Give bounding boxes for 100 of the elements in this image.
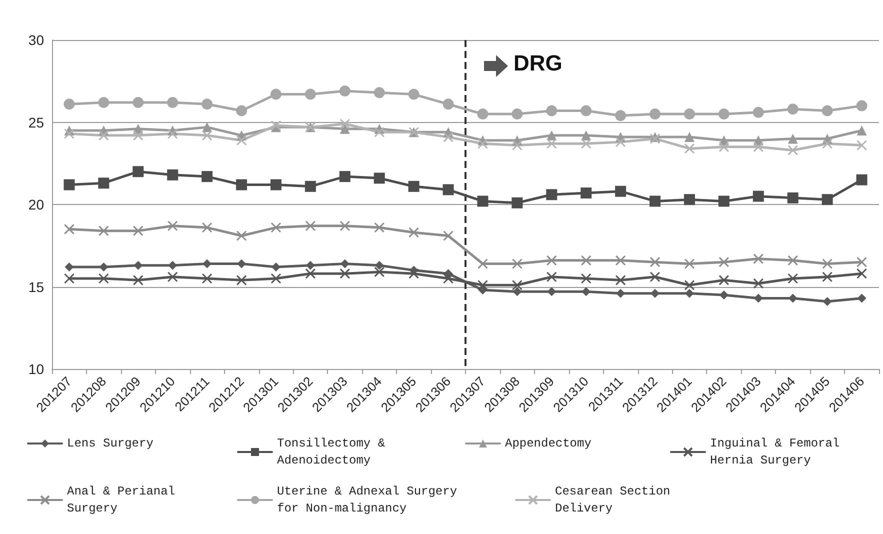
point bbox=[202, 130, 212, 141]
point bbox=[202, 222, 212, 233]
point bbox=[856, 125, 867, 136]
point bbox=[753, 142, 764, 152]
point bbox=[132, 226, 144, 236]
point bbox=[822, 138, 833, 149]
point bbox=[374, 266, 385, 278]
point bbox=[546, 255, 557, 266]
point bbox=[202, 171, 213, 182]
legend-label: Inguinal & Femoral Hernia Surgery bbox=[710, 436, 847, 468]
point bbox=[546, 189, 558, 200]
point bbox=[512, 197, 523, 208]
point bbox=[374, 222, 385, 233]
point bbox=[270, 88, 282, 100]
point bbox=[408, 88, 420, 100]
point bbox=[132, 166, 144, 178]
y-tick-label: 25 bbox=[28, 114, 44, 130]
point bbox=[340, 118, 350, 130]
point bbox=[684, 132, 694, 142]
point bbox=[754, 294, 763, 303]
point bbox=[856, 174, 868, 186]
point bbox=[788, 255, 798, 266]
point bbox=[615, 136, 626, 148]
point bbox=[787, 104, 798, 115]
point bbox=[788, 134, 798, 144]
point bbox=[98, 226, 109, 236]
point bbox=[305, 268, 316, 279]
point bbox=[684, 258, 695, 269]
point bbox=[374, 87, 385, 98]
point bbox=[236, 135, 247, 146]
point bbox=[202, 98, 213, 110]
point bbox=[270, 273, 282, 284]
point bbox=[718, 256, 730, 268]
legend-label: Tonsillectomy & Adenoidectomy bbox=[277, 436, 392, 468]
point bbox=[822, 194, 833, 206]
point bbox=[408, 180, 420, 192]
point bbox=[167, 220, 178, 232]
point bbox=[64, 262, 74, 272]
point bbox=[236, 274, 247, 286]
point bbox=[339, 86, 350, 96]
point bbox=[857, 294, 866, 303]
point bbox=[98, 273, 109, 284]
point bbox=[718, 274, 730, 286]
point bbox=[270, 179, 282, 190]
point bbox=[753, 278, 764, 289]
point bbox=[788, 144, 798, 156]
point bbox=[236, 105, 248, 116]
point bbox=[580, 255, 592, 266]
point bbox=[340, 220, 350, 232]
point bbox=[856, 100, 868, 112]
point bbox=[339, 171, 350, 182]
point bbox=[580, 187, 592, 198]
point bbox=[167, 128, 178, 140]
point bbox=[98, 178, 110, 189]
point bbox=[684, 108, 695, 120]
point bbox=[236, 179, 248, 190]
point bbox=[374, 126, 385, 138]
point bbox=[477, 108, 488, 120]
point bbox=[512, 258, 522, 269]
point bbox=[650, 272, 660, 282]
point bbox=[167, 169, 178, 180]
y-tick-label: 30 bbox=[28, 32, 44, 48]
point bbox=[168, 260, 178, 270]
point bbox=[98, 97, 110, 108]
point bbox=[304, 180, 316, 192]
point bbox=[512, 108, 523, 120]
point bbox=[271, 262, 280, 272]
point bbox=[134, 260, 143, 270]
point bbox=[512, 280, 522, 290]
point bbox=[99, 262, 108, 272]
point bbox=[822, 105, 833, 116]
point bbox=[547, 287, 556, 296]
point bbox=[202, 273, 212, 284]
point bbox=[167, 97, 178, 108]
point bbox=[684, 194, 695, 206]
point bbox=[822, 258, 833, 269]
point bbox=[132, 274, 144, 286]
point bbox=[582, 287, 591, 296]
y-tick-label: 15 bbox=[28, 278, 44, 295]
point bbox=[650, 256, 660, 268]
point bbox=[650, 196, 661, 207]
point bbox=[408, 227, 420, 238]
point bbox=[512, 140, 522, 151]
point bbox=[822, 272, 833, 282]
ref-line-label: DRG bbox=[514, 50, 562, 76]
point bbox=[443, 273, 454, 284]
point bbox=[236, 230, 247, 242]
legend-label: Appendectomy bbox=[505, 436, 592, 450]
point bbox=[442, 98, 454, 110]
point bbox=[132, 97, 144, 108]
point bbox=[718, 142, 730, 152]
point bbox=[580, 138, 592, 149]
point bbox=[374, 260, 384, 270]
point bbox=[615, 186, 626, 197]
point bbox=[167, 272, 178, 282]
point bbox=[477, 196, 488, 207]
point bbox=[64, 179, 75, 190]
point bbox=[752, 106, 764, 118]
point bbox=[546, 105, 558, 116]
legend-label: Anal & Perianal Surgery bbox=[67, 484, 182, 516]
